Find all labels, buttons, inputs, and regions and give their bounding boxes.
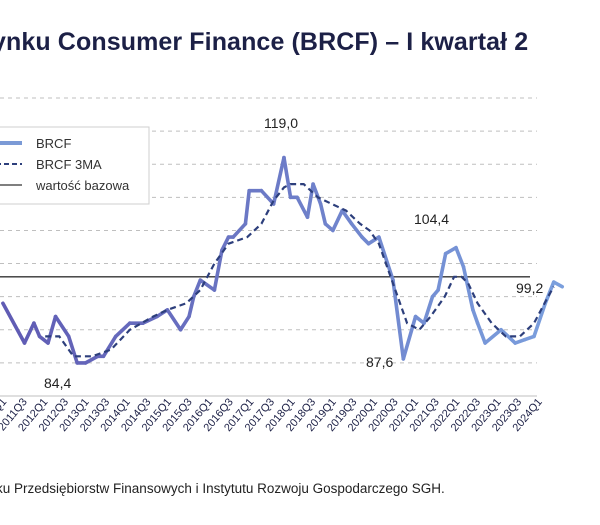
series-brcf-segment — [1, 301, 27, 345]
chart-title: ynku Consumer Finance (BRCF) – I kwartał… — [0, 28, 529, 56]
annotation-low-2020: 87,6 — [366, 354, 393, 370]
annotation-latest: 99,2 — [516, 280, 543, 296]
x-axis-ticks: 2011Q12011Q32012Q12012Q32013Q12013Q32014… — [0, 396, 545, 434]
series-brcf-segment — [212, 248, 224, 292]
series-brcf-segment — [454, 245, 466, 269]
series-brcf-segment — [101, 334, 118, 359]
series-brcf-segment — [32, 321, 42, 339]
series-brcf-segment — [83, 354, 100, 365]
series-brcf-3ma-line — [45, 183, 555, 358]
series-brcf-segment — [340, 208, 354, 226]
series-brcf-segment — [66, 334, 79, 365]
annotations: 119,0 84,4 87,6 104,4 99,2 — [44, 115, 543, 391]
legend: BRCF BRCF 3MA wartość bazowa — [0, 126, 150, 205]
source-note: ku Przedsiębiorstw Finansowych i Instytu… — [0, 481, 445, 496]
series-brcf-segment — [461, 265, 475, 312]
series-brcf-segment — [271, 155, 286, 206]
series-brcf-segment — [366, 235, 381, 246]
series-brcf-segment — [53, 314, 71, 339]
annotation-low-2012: 84,4 — [44, 375, 71, 391]
series-brcf-segment — [187, 294, 196, 319]
series-brcf-segment — [436, 251, 448, 292]
series-brcf-segment — [259, 188, 276, 206]
annotation-2021: 104,4 — [414, 211, 449, 227]
series-brcf-segment — [318, 202, 328, 226]
series-brcf-segment — [191, 278, 203, 299]
series-brcf-segment — [499, 327, 518, 345]
series-brcf-segment — [391, 278, 406, 361]
series-brcf-segment — [220, 235, 231, 253]
series-brcf-segment — [295, 195, 310, 219]
series-brcf-segment — [483, 327, 503, 345]
series-brcf-segment — [443, 245, 458, 256]
series-brcf-segment — [331, 208, 345, 233]
series-brcf-segment — [401, 314, 418, 361]
series-brcf-segment — [349, 222, 364, 239]
series-brcf-segment — [422, 294, 435, 325]
legend-label-brcf-3ma: BRCF 3MA — [36, 157, 102, 172]
legend-label-baseline: wartość bazowa — [35, 178, 130, 193]
series-brcf-segment — [551, 280, 565, 289]
series-brcf-segment — [305, 182, 315, 219]
series-brcf-segment — [243, 188, 251, 226]
series-brcf-segment — [113, 321, 132, 339]
chart: BRCF BRCF 3MA wartość bazowa 119,0 84,4 … — [0, 97, 565, 434]
series-brcf-segment — [22, 321, 36, 345]
series-brcf-segment — [532, 301, 548, 339]
series-brcf-segment — [311, 182, 323, 206]
series-brcf-segment — [46, 314, 58, 345]
legend-label-brcf: BRCF — [36, 136, 71, 151]
legend-box — [0, 126, 150, 205]
annotation-peak: 119,0 — [264, 115, 298, 131]
series-brcf-segment — [231, 222, 248, 239]
series-brcf-segment — [165, 308, 183, 332]
series-brcf-segment — [471, 308, 480, 325]
series-brcf-segment — [282, 155, 293, 200]
series-brcf-segment — [377, 235, 395, 282]
series-brcf-segment — [198, 278, 217, 292]
series-layer — [1, 155, 565, 365]
series-brcf-segment — [178, 314, 191, 332]
series-brcf-segment — [475, 321, 487, 345]
